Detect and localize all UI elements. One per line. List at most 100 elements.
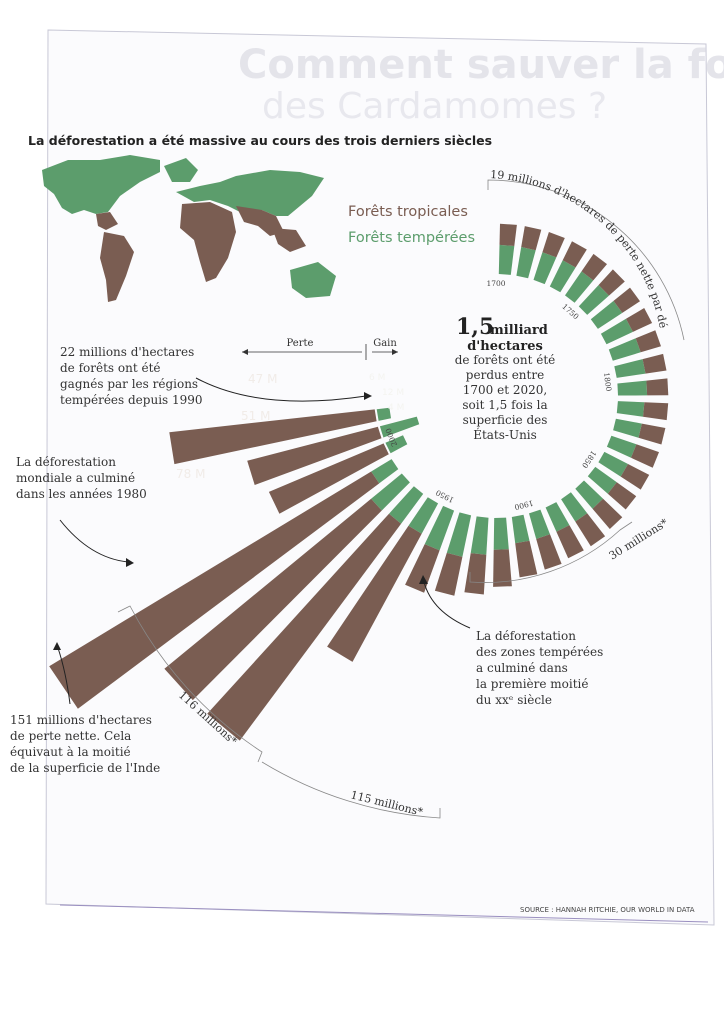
tropical-bar-1780s — [635, 330, 661, 353]
chart-title: La déforestation a été massive au cours … — [28, 133, 492, 148]
temperate-bar-1970s — [371, 473, 410, 511]
temperate-bar-1980s — [371, 459, 399, 484]
tropical-bar-1830s — [631, 444, 659, 468]
tropical-bar-1950s — [327, 525, 422, 662]
center-summary: 1,5 milliard d'hectares de forêts ont ét… — [455, 314, 556, 442]
gain-label: Gain — [373, 338, 397, 349]
map-australia — [290, 262, 336, 298]
tropical-bar-1920s — [464, 553, 487, 595]
temperate-bar-1760s — [590, 300, 623, 329]
ann-peak-pointer — [59, 519, 129, 563]
background-headline-1: Comment sauver la forêt — [238, 42, 724, 88]
tropical-bar-1710s — [521, 226, 542, 251]
ann-max-2: de perte nette. Cela — [10, 729, 131, 743]
tropical-bar-1810s — [643, 402, 669, 421]
label-51m: 51 M — [241, 409, 270, 423]
temperate-bar-1810s — [616, 401, 645, 417]
map-africa — [180, 202, 236, 282]
temperate-bar-1720s — [533, 252, 557, 285]
temperate-bar-1840s — [598, 451, 628, 477]
ann-gain-4: tempérées depuis 1990 — [60, 393, 203, 407]
ann-peak-3: dans les années 1980 — [16, 487, 147, 501]
map-eurasia-north — [176, 170, 324, 216]
center-unit: milliard — [490, 323, 548, 338]
annotation-peak-1980: La déforestation mondiale a culminé dans… — [16, 455, 147, 567]
label-47m: 47 M — [248, 372, 277, 386]
tropical-bar-1840s — [620, 464, 650, 490]
center-line-3: 1700 et 2020, — [463, 383, 547, 397]
temperate-gain-bar-1990s — [385, 435, 408, 454]
legend-tropical: Forêts tropicales — [348, 204, 468, 220]
temperate-bar-1700s — [498, 244, 515, 275]
temperate-bar-1910s — [493, 517, 509, 550]
temperate-bar-1790s — [614, 359, 646, 378]
background-headline-2: des Cardamomes ? — [262, 86, 607, 127]
bracket-30 — [469, 521, 633, 583]
tropical-bar-1730s — [562, 241, 587, 268]
temperate-bar-1900s — [511, 514, 530, 544]
ann-gain-pointer — [195, 377, 367, 402]
year-tick-1700: 1700 — [486, 279, 505, 288]
tropical-bar-1970s — [164, 498, 382, 701]
radial-bars — [49, 223, 669, 741]
center-line-1: de forêts ont été — [455, 353, 556, 367]
ann-tpeak-1: La déforestation — [476, 629, 576, 643]
annotation-temperate-peak: La déforestation des zones tempérées a c… — [419, 575, 603, 707]
tropical-bar-1800s — [646, 378, 669, 396]
loss-label: Perte — [287, 338, 314, 349]
temperate-bar-1780s — [608, 338, 641, 361]
tropical-bar-1980s — [49, 471, 380, 709]
tropical-bar-1770s — [626, 308, 653, 332]
ann-max-3: équivaut à la moitié — [10, 745, 131, 759]
temperate-bar-1800s — [617, 380, 648, 396]
tropical-bar-1890s — [536, 534, 562, 570]
bar-value-labels: 47 M 51 M 78 M 6 M 12 M 4 M — [176, 372, 404, 481]
temperate-bar-1890s — [529, 509, 550, 539]
temperate-bar-1860s — [575, 480, 604, 509]
loss-arrow-head — [242, 349, 248, 355]
scale-bracket — [487, 179, 685, 341]
world-map — [42, 155, 336, 302]
tropical-bar-1720s — [542, 232, 565, 258]
source-note: SOURCE : HANNAH RITCHIE, OUR WORLD IN DA… — [520, 906, 695, 914]
ann-peak-arrowhead — [126, 558, 134, 567]
label-78m: 78 M — [176, 467, 205, 481]
tropical-bar-1740s — [581, 253, 607, 281]
tropical-bar-1930s — [434, 552, 463, 596]
ann-tpeak-5: du xxᵉ siècle — [476, 693, 552, 707]
center-line-2: perdus entre — [466, 368, 544, 382]
tropical-bar-1700s — [499, 223, 517, 246]
annotation-max-bar: 151 millions d'hectares de perte nette. … — [10, 642, 160, 775]
map-south-asia — [236, 206, 284, 236]
temperate-bar-1730s — [549, 260, 576, 293]
temperate-bar-1940s — [424, 505, 455, 551]
temperate-bar-1750s — [578, 285, 609, 315]
ann-max-arrowhead — [53, 642, 61, 650]
tropical-bar-1820s — [638, 423, 666, 445]
center-line-6: États-Unis — [473, 427, 537, 442]
temperate-bar-1850s — [587, 466, 617, 494]
ann-max-1: 151 millions d'hectares — [10, 713, 152, 727]
ann-gain-arrowhead — [364, 392, 372, 400]
bracket-115 — [261, 761, 441, 819]
temperate-bar-1960s — [389, 486, 424, 524]
tropical-bar-1750s — [598, 269, 625, 296]
temperate-bar-1770s — [600, 318, 633, 345]
map-south-america — [100, 232, 134, 302]
bracket-116 — [117, 605, 263, 763]
temperate-bar-1830s — [606, 435, 637, 458]
tropical-bar-1860s — [592, 498, 623, 529]
annotation-temperate-gain: 22 millions d'hectares de forêts ont été… — [60, 345, 372, 407]
tropical-bar-1910s — [493, 549, 512, 587]
temperate-bar-1880s — [545, 502, 570, 532]
ann-tpeak-2: des zones tempérées — [476, 645, 603, 659]
tropical-bar-1990s — [268, 443, 389, 514]
center-line-4: soit 1,5 fois la — [462, 398, 547, 412]
page-bottom-rule — [59, 904, 709, 923]
tropical-bar-1960s — [207, 513, 402, 741]
center-line-5: superficie des — [463, 413, 548, 427]
tropical-bar-1790s — [642, 353, 667, 374]
map-central-america — [96, 212, 118, 230]
ann-max-pointer — [57, 647, 71, 705]
